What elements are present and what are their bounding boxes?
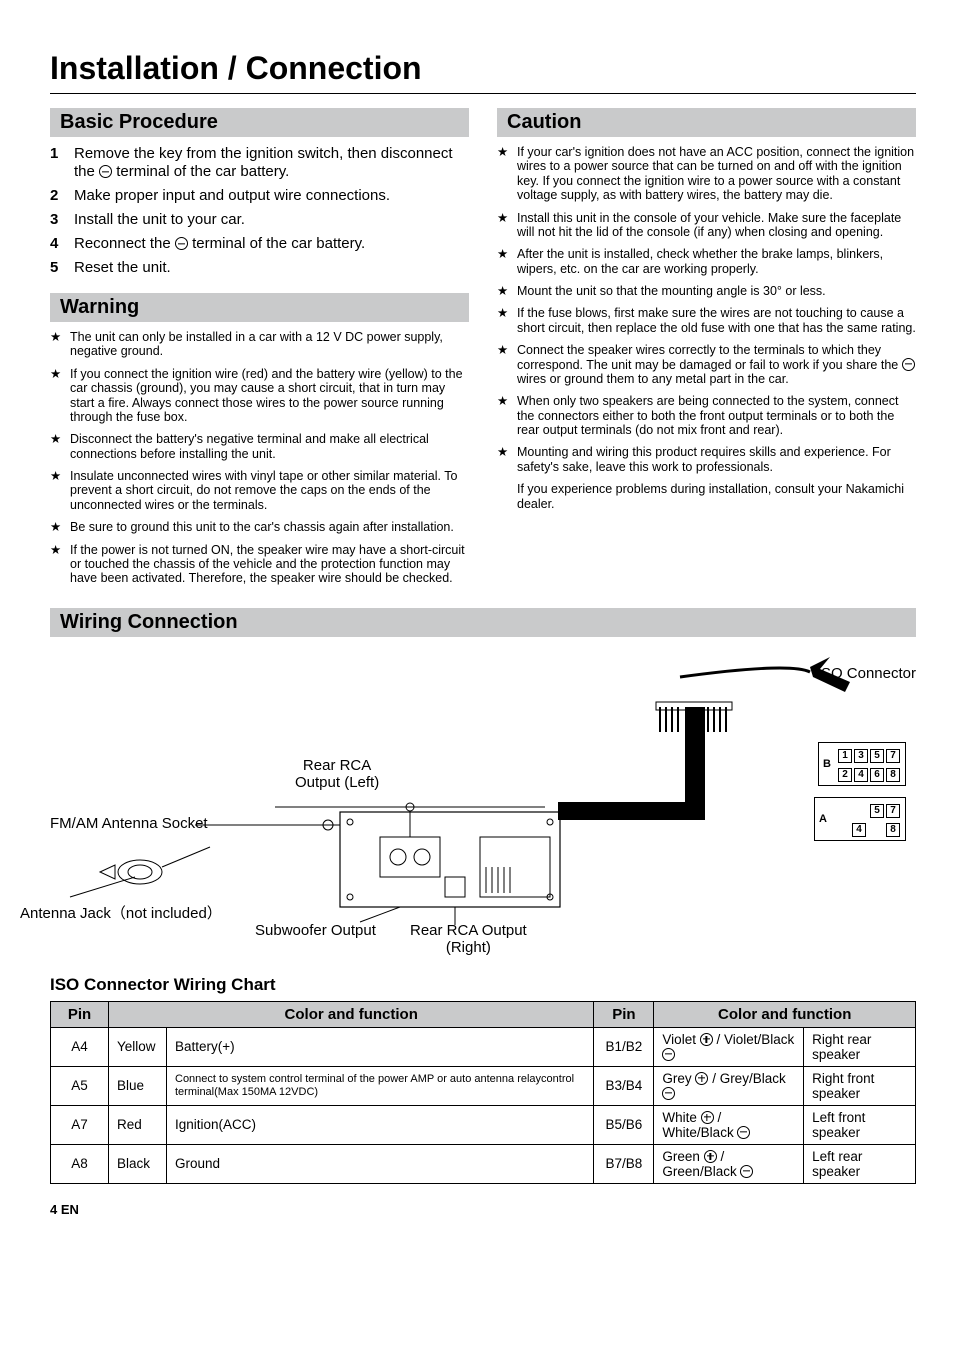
cell: B5/B6 bbox=[594, 1105, 654, 1144]
caution-item: When only two speakers are being connect… bbox=[517, 394, 916, 437]
step-text: Remove the key from the ignition switch,… bbox=[74, 145, 469, 181]
cell: A8 bbox=[51, 1144, 109, 1183]
connector-b-label: B bbox=[823, 758, 831, 770]
caution-item: Install this unit in the console of your… bbox=[517, 211, 916, 240]
warning-item: If the power is not turned ON, the speak… bbox=[70, 543, 469, 586]
cell: Green / Green/Black bbox=[654, 1144, 804, 1183]
cell: Left front speaker bbox=[804, 1105, 916, 1144]
warning-item: Disconnect the battery's negative termin… bbox=[70, 432, 469, 461]
warning-item: Insulate unconnected wires with vinyl ta… bbox=[70, 469, 469, 512]
cell: Violet / Violet/Black bbox=[654, 1027, 804, 1066]
caution-note: If you experience problems during instal… bbox=[517, 482, 916, 511]
step-text: Make proper input and output wire connec… bbox=[74, 187, 390, 205]
cell: Right rear speaker bbox=[804, 1027, 916, 1066]
basic-procedure-header: Basic Procedure bbox=[50, 108, 469, 137]
cell: B3/B4 bbox=[594, 1066, 654, 1105]
th-pin: Pin bbox=[594, 1001, 654, 1027]
subwoofer-label: Subwoofer Output bbox=[255, 922, 376, 939]
caution-list: ★If your car's ignition does not have an… bbox=[497, 145, 916, 474]
cell: A7 bbox=[51, 1105, 109, 1144]
cell: White / White/Black bbox=[654, 1105, 804, 1144]
page-number: 4 EN bbox=[50, 1202, 916, 1217]
cell: Grey / Grey/Black bbox=[654, 1066, 804, 1105]
minus-icon bbox=[902, 358, 915, 371]
step-text: Reconnect the terminal of the car batter… bbox=[74, 235, 365, 253]
cell: A5 bbox=[51, 1066, 109, 1105]
th-color-func: Color and function bbox=[654, 1001, 916, 1027]
cell: Blue bbox=[109, 1066, 167, 1105]
caution-item: After the unit is installed, check wheth… bbox=[517, 247, 916, 276]
cell: Left rear speaker bbox=[804, 1144, 916, 1183]
connector-b: B 1357 2468 bbox=[818, 742, 906, 786]
cell: Battery(+) bbox=[167, 1027, 594, 1066]
cell: B7/B8 bbox=[594, 1144, 654, 1183]
fm-am-label: FM/AM Antenna Socket bbox=[50, 815, 208, 832]
caution-item: Connect the speaker wires correctly to t… bbox=[517, 343, 916, 386]
caution-item: If your car's ignition does not have an … bbox=[517, 145, 916, 203]
wiring-connection-header: Wiring Connection bbox=[50, 608, 916, 637]
caution-item: Mounting and wiring this product require… bbox=[517, 445, 916, 474]
cell: Right front speaker bbox=[804, 1066, 916, 1105]
warning-list: ★The unit can only be installed in a car… bbox=[50, 330, 469, 586]
basic-procedure-steps: 1Remove the key from the ignition switch… bbox=[50, 145, 469, 293]
th-color-func: Color and function bbox=[109, 1001, 594, 1027]
cell: Ground bbox=[167, 1144, 594, 1183]
cell: A4 bbox=[51, 1027, 109, 1066]
cell: Red bbox=[109, 1105, 167, 1144]
wiring-diagram: ISO Connector B 1357 2468 A 57 48 Rear R… bbox=[50, 647, 916, 967]
page-title: Installation / Connection bbox=[50, 50, 916, 94]
cell: Yellow bbox=[109, 1027, 167, 1066]
step-text: Install the unit to your car. bbox=[74, 211, 245, 229]
cell: Ignition(ACC) bbox=[167, 1105, 594, 1144]
wiring-chart-title: ISO Connector Wiring Chart bbox=[50, 975, 916, 995]
caution-header: Caution bbox=[497, 108, 916, 137]
cell: B1/B2 bbox=[594, 1027, 654, 1066]
caution-item: If the fuse blows, first make sure the w… bbox=[517, 306, 916, 335]
wiring-chart-table: Pin Color and function Pin Color and fun… bbox=[50, 1001, 916, 1184]
minus-icon bbox=[175, 237, 188, 250]
cell: Black bbox=[109, 1144, 167, 1183]
warning-header: Warning bbox=[50, 293, 469, 322]
warning-item: The unit can only be installed in a car … bbox=[70, 330, 469, 359]
rear-rca-left-label: Rear RCAOutput (Left) bbox=[295, 757, 379, 791]
cell: Connect to system control terminal of th… bbox=[167, 1066, 594, 1105]
right-column: Caution ★If your car's ignition does not… bbox=[497, 108, 916, 594]
minus-icon bbox=[99, 165, 112, 178]
th-pin: Pin bbox=[51, 1001, 109, 1027]
caution-item: Mount the unit so that the mounting angl… bbox=[517, 284, 826, 298]
warning-item: Be sure to ground this unit to the car's… bbox=[70, 520, 454, 534]
warning-item: If you connect the ignition wire (red) a… bbox=[70, 367, 469, 425]
left-column: Basic Procedure 1Remove the key from the… bbox=[50, 108, 469, 594]
two-column-layout: Basic Procedure 1Remove the key from the… bbox=[50, 108, 916, 594]
connector-a: A 57 48 bbox=[814, 797, 906, 841]
iso-connector-label: ISO Connector bbox=[817, 665, 916, 682]
antenna-jack-label: Antenna Jack（not included） bbox=[20, 902, 222, 923]
step-text: Reset the unit. bbox=[74, 259, 171, 277]
connector-a-label: A bbox=[819, 813, 827, 825]
rear-rca-right-label: Rear RCA Output(Right) bbox=[410, 922, 527, 956]
